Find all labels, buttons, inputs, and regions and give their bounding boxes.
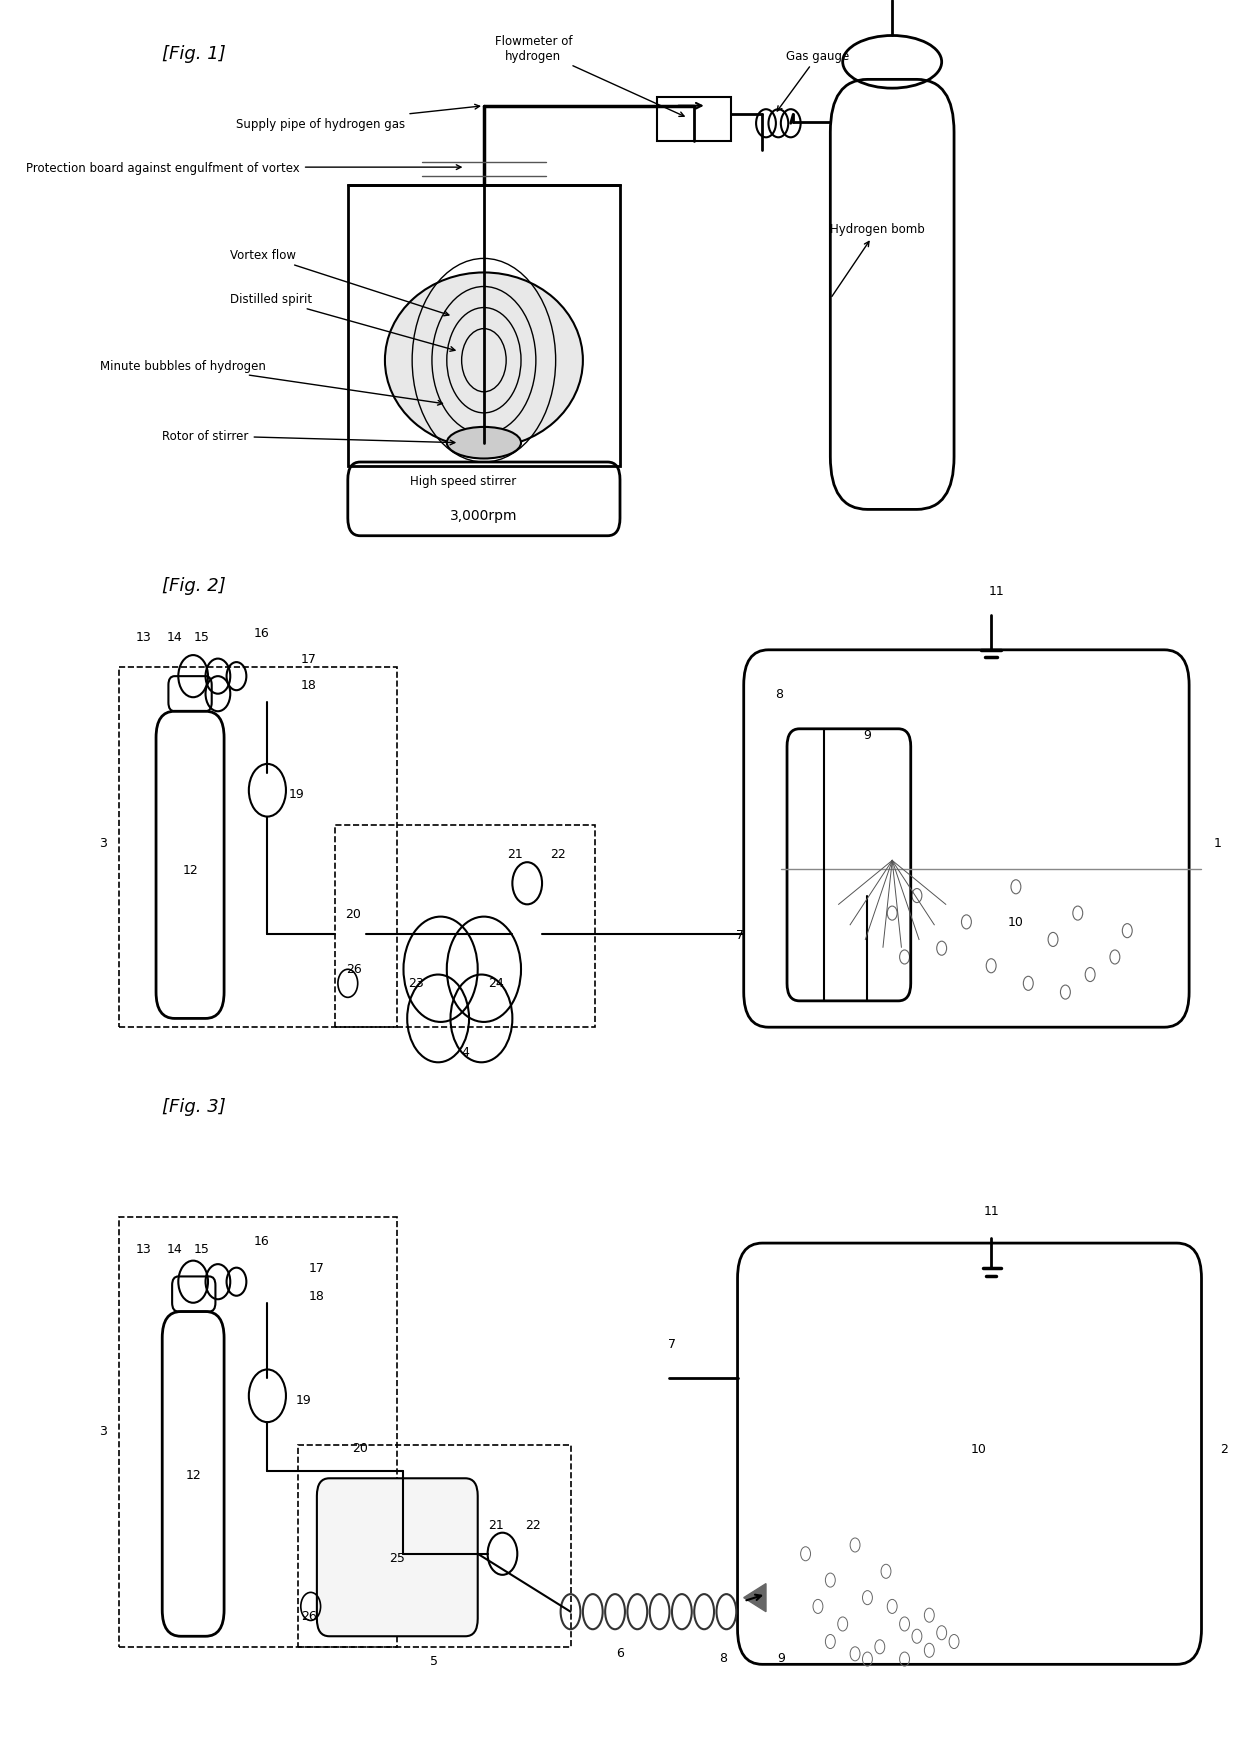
- Text: 4: 4: [461, 1045, 469, 1058]
- Polygon shape: [744, 1583, 766, 1611]
- Text: 15: 15: [193, 1242, 210, 1256]
- Text: Rotor of stirrer: Rotor of stirrer: [162, 430, 455, 446]
- Ellipse shape: [446, 427, 521, 459]
- Text: 5: 5: [430, 1653, 439, 1667]
- Text: 12: 12: [185, 1469, 201, 1481]
- Text: Flowmeter of
hydrogen: Flowmeter of hydrogen: [495, 35, 684, 118]
- Text: 20: 20: [345, 907, 361, 921]
- Text: 15: 15: [193, 631, 210, 643]
- Text: 3,000rpm: 3,000rpm: [450, 508, 517, 522]
- Text: Hydrogen bomb: Hydrogen bomb: [831, 223, 925, 297]
- Text: 8: 8: [719, 1652, 727, 1664]
- Text: 22: 22: [526, 1518, 542, 1530]
- Bar: [299, 1444, 570, 1646]
- Text: 9: 9: [777, 1652, 785, 1664]
- Text: 1: 1: [1214, 836, 1221, 850]
- Text: 25: 25: [389, 1551, 405, 1564]
- Text: 14: 14: [166, 1242, 182, 1256]
- Text: [Fig. 2]: [Fig. 2]: [162, 576, 226, 596]
- Text: 14: 14: [166, 631, 182, 643]
- Text: 23: 23: [408, 977, 424, 989]
- Bar: [119, 668, 397, 1028]
- Text: 26: 26: [301, 1609, 317, 1622]
- Text: Gas gauge: Gas gauge: [777, 49, 849, 112]
- Text: 16: 16: [253, 1233, 269, 1247]
- Text: 24: 24: [489, 977, 505, 989]
- Bar: [336, 826, 595, 1028]
- Text: 11: 11: [988, 585, 1004, 597]
- Text: 13: 13: [136, 1242, 151, 1256]
- Text: 6: 6: [616, 1646, 624, 1659]
- Text: Vortex flow: Vortex flow: [231, 249, 449, 316]
- FancyBboxPatch shape: [317, 1478, 477, 1636]
- Text: 19: 19: [296, 1393, 311, 1406]
- Text: 22: 22: [551, 849, 565, 861]
- Ellipse shape: [384, 274, 583, 448]
- Text: 9: 9: [863, 729, 872, 741]
- Text: [Fig. 3]: [Fig. 3]: [162, 1098, 226, 1116]
- Text: 18: 18: [309, 1290, 324, 1302]
- Bar: [657, 98, 732, 142]
- Text: 3: 3: [99, 836, 107, 850]
- Text: Supply pipe of hydrogen gas: Supply pipe of hydrogen gas: [237, 105, 480, 130]
- Text: 10: 10: [1008, 915, 1024, 929]
- Text: 10: 10: [971, 1442, 987, 1455]
- Text: 2: 2: [1220, 1442, 1228, 1455]
- Text: 17: 17: [309, 1262, 324, 1274]
- Bar: [119, 1218, 397, 1646]
- Bar: [347, 186, 620, 466]
- Text: High speed stirrer: High speed stirrer: [409, 474, 516, 488]
- Text: 3: 3: [99, 1425, 107, 1437]
- Text: 19: 19: [289, 787, 304, 801]
- Text: 21: 21: [489, 1518, 505, 1530]
- Text: Distilled spirit: Distilled spirit: [231, 293, 455, 351]
- Text: Protection board against engulfment of vortex: Protection board against engulfment of v…: [26, 162, 461, 174]
- Text: [Fig. 1]: [Fig. 1]: [162, 46, 226, 63]
- Text: 18: 18: [301, 678, 316, 692]
- Text: 7: 7: [667, 1337, 676, 1349]
- Text: 26: 26: [346, 963, 362, 975]
- Text: 7: 7: [735, 928, 744, 942]
- Text: 12: 12: [182, 863, 198, 877]
- Text: 8: 8: [775, 687, 782, 701]
- Text: 21: 21: [507, 849, 523, 861]
- Text: 16: 16: [253, 627, 269, 640]
- Text: 20: 20: [352, 1441, 368, 1453]
- Text: Minute bubbles of hydrogen: Minute bubbles of hydrogen: [100, 360, 443, 406]
- Text: 11: 11: [983, 1204, 999, 1218]
- Text: 17: 17: [301, 654, 316, 666]
- Text: 13: 13: [136, 631, 151, 643]
